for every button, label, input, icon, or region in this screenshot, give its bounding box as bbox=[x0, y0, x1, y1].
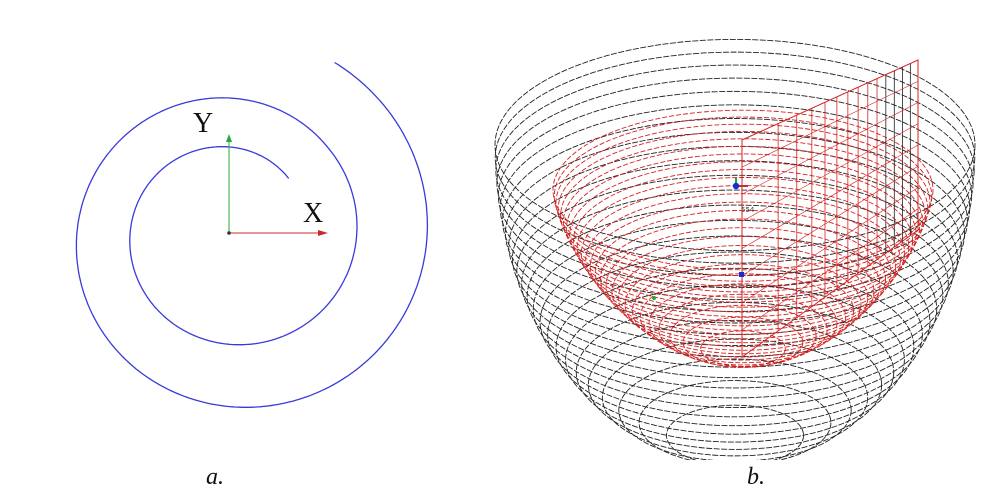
hemisphere-ring bbox=[499, 104, 971, 312]
toolpath-ring bbox=[552, 109, 934, 271]
cut-plane-line bbox=[741, 123, 919, 222]
toolpath-ring bbox=[589, 201, 897, 331]
hemisphere-ring bbox=[547, 251, 923, 418]
panel-b-hemisphere-mesh: 554 bbox=[488, 0, 983, 466]
caption-b: b. bbox=[747, 464, 765, 490]
tiny-coordinate-label: 554 bbox=[741, 206, 755, 214]
hemisphere-ring bbox=[587, 319, 883, 450]
toolpath-ring bbox=[631, 263, 855, 358]
toolpath-ring bbox=[594, 209, 892, 336]
cut-plane-outline bbox=[741, 59, 919, 358]
cut-plane-line bbox=[741, 144, 919, 249]
y-axis-arrowhead bbox=[226, 134, 232, 142]
toolpath-ring bbox=[700, 330, 786, 367]
toolpath-ring bbox=[648, 283, 838, 364]
toolpath-ring bbox=[555, 123, 931, 282]
left-marker-dot bbox=[652, 296, 656, 300]
y-axis-label: Y bbox=[193, 108, 213, 139]
hemisphere-ring bbox=[565, 284, 905, 435]
center-marker bbox=[739, 272, 744, 277]
cut-plane-line bbox=[741, 165, 919, 276]
x-axis-label: X bbox=[303, 198, 323, 229]
spiral-curve bbox=[75, 61, 429, 408]
toolpath-ring bbox=[562, 145, 924, 298]
hemisphere-ring bbox=[532, 219, 938, 399]
toolpath-ring bbox=[569, 161, 917, 308]
caption-a: a. bbox=[206, 464, 224, 490]
cut-plane-line bbox=[741, 187, 919, 304]
toolpath-ring bbox=[682, 316, 804, 368]
hemisphere-ring bbox=[504, 131, 966, 335]
toolpath-ring bbox=[600, 218, 886, 340]
hemisphere-figure: 554 bbox=[494, 38, 976, 466]
toolpath-ring bbox=[572, 169, 914, 313]
hemisphere-ring bbox=[496, 77, 974, 289]
hemisphere-ring bbox=[494, 51, 976, 264]
coordinate-triad-icon bbox=[732, 178, 748, 190]
hemisphere-ring bbox=[521, 189, 949, 379]
cut-plane-line bbox=[741, 102, 919, 195]
hemisphere-ring bbox=[494, 38, 976, 252]
toolpath-ring bbox=[605, 227, 881, 344]
hemisphere-ring bbox=[497, 90, 973, 301]
hemisphere-ring bbox=[601, 338, 869, 457]
cut-plane-line bbox=[741, 80, 919, 168]
hemisphere-ring bbox=[555, 267, 915, 427]
toolpath-ring bbox=[560, 138, 926, 293]
toolpath-ring bbox=[658, 293, 828, 366]
origin-point bbox=[227, 231, 231, 235]
cut-plane-line bbox=[741, 208, 919, 331]
vertical-cut-plane bbox=[741, 59, 919, 358]
spiral-figure: Y X bbox=[75, 61, 429, 408]
panel-a-spiral-diagram: Y X bbox=[0, 0, 475, 460]
hemisphere-ring bbox=[516, 174, 954, 368]
toolpath-ring bbox=[624, 254, 862, 355]
toolpath-ring bbox=[557, 130, 929, 288]
toolpath-ring bbox=[611, 236, 875, 348]
hemisphere-ring bbox=[512, 160, 958, 357]
hemisphere-ring bbox=[539, 235, 931, 408]
hemisphere-ring bbox=[508, 145, 962, 347]
toolpath-ring bbox=[617, 245, 869, 351]
hemisphere-ring bbox=[526, 204, 944, 389]
toolpath-ring bbox=[576, 177, 910, 318]
toolpath-contour-rings bbox=[552, 109, 934, 368]
hemisphere-ring bbox=[502, 118, 968, 324]
hemisphere-contour-rings bbox=[494, 38, 976, 466]
hemisphere-ring bbox=[638, 380, 832, 466]
x-axis-arrowhead bbox=[318, 230, 328, 236]
